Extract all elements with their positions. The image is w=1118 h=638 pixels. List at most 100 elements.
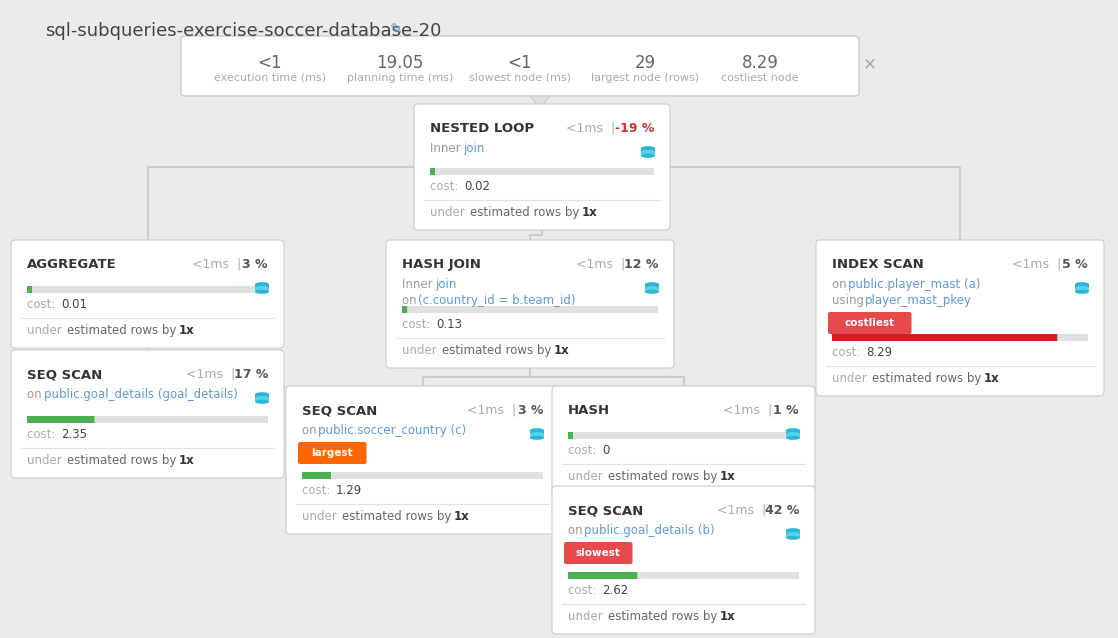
Bar	[255, 398, 269, 402]
Text: 1x: 1x	[179, 324, 195, 337]
FancyBboxPatch shape	[11, 350, 284, 478]
FancyBboxPatch shape	[302, 472, 331, 479]
Text: 2.62: 2.62	[601, 584, 628, 597]
Text: 42 %: 42 %	[765, 504, 799, 517]
FancyBboxPatch shape	[299, 442, 367, 464]
Text: cost:: cost:	[27, 428, 59, 441]
Ellipse shape	[255, 392, 269, 396]
Ellipse shape	[530, 432, 544, 436]
FancyBboxPatch shape	[27, 416, 95, 423]
Text: 1x: 1x	[454, 510, 470, 523]
Ellipse shape	[645, 286, 659, 290]
Ellipse shape	[1076, 290, 1089, 294]
FancyBboxPatch shape	[568, 432, 799, 439]
Text: on: on	[832, 278, 851, 291]
Text: slowest: slowest	[576, 548, 620, 558]
Text: ✎: ✎	[390, 22, 402, 37]
Text: public.soccer_country (c): public.soccer_country (c)	[319, 424, 466, 437]
Text: Inner: Inner	[430, 142, 464, 155]
Text: under: under	[568, 470, 606, 483]
Text: planning time (ms): planning time (ms)	[347, 73, 453, 83]
FancyBboxPatch shape	[568, 432, 574, 439]
Text: join: join	[435, 278, 456, 291]
Text: 2.35: 2.35	[61, 428, 87, 441]
Ellipse shape	[255, 400, 269, 404]
Text: 1.29: 1.29	[337, 484, 362, 497]
Text: estimated rows by: estimated rows by	[608, 610, 721, 623]
FancyBboxPatch shape	[816, 240, 1103, 396]
Text: 3 %: 3 %	[518, 404, 543, 417]
Text: estimated rows by: estimated rows by	[342, 510, 455, 523]
Text: under: under	[302, 510, 341, 523]
Text: cost:: cost:	[832, 346, 864, 359]
Ellipse shape	[1076, 286, 1089, 290]
Ellipse shape	[786, 528, 800, 532]
Bar	[786, 534, 800, 538]
Text: <1ms  |: <1ms |	[717, 504, 774, 517]
Text: ✕: ✕	[863, 55, 877, 73]
FancyBboxPatch shape	[302, 472, 543, 479]
Text: estimated rows by: estimated rows by	[67, 324, 180, 337]
Bar	[645, 284, 659, 288]
Text: 29: 29	[634, 54, 655, 72]
Text: under: under	[568, 610, 606, 623]
Text: sql-subqueries-exercise-soccer-database-20: sql-subqueries-exercise-soccer-database-…	[45, 22, 442, 40]
Text: 1x: 1x	[720, 610, 736, 623]
Text: <1ms  |: <1ms |	[192, 258, 249, 271]
Text: cost:: cost:	[27, 298, 59, 311]
FancyBboxPatch shape	[568, 572, 637, 579]
Bar	[530, 434, 544, 438]
FancyBboxPatch shape	[832, 334, 1058, 341]
Text: 8.29: 8.29	[866, 346, 892, 359]
Text: largest node (rows): largest node (rows)	[591, 73, 699, 83]
Text: HASH: HASH	[568, 404, 610, 417]
FancyBboxPatch shape	[27, 416, 268, 423]
Ellipse shape	[255, 396, 269, 400]
FancyBboxPatch shape	[568, 572, 799, 579]
Text: 1x: 1x	[582, 206, 598, 219]
Text: <1ms  |: <1ms |	[467, 404, 524, 417]
Ellipse shape	[641, 146, 655, 150]
FancyBboxPatch shape	[402, 306, 407, 313]
Text: -19 %: -19 %	[615, 122, 654, 135]
Text: public.goal_details (goal_details): public.goal_details (goal_details)	[44, 388, 237, 401]
Text: 1x: 1x	[179, 454, 195, 467]
Text: estimated rows by: estimated rows by	[872, 372, 985, 385]
Text: <1ms  |: <1ms |	[566, 122, 623, 135]
Ellipse shape	[530, 428, 544, 432]
Ellipse shape	[530, 436, 544, 440]
Ellipse shape	[645, 282, 659, 286]
Text: player_mast_pkey: player_mast_pkey	[865, 294, 972, 307]
Bar	[1076, 288, 1089, 292]
Bar	[786, 434, 800, 438]
Ellipse shape	[786, 536, 800, 540]
FancyBboxPatch shape	[386, 240, 674, 368]
Text: cost:: cost:	[568, 444, 600, 457]
Bar	[786, 430, 800, 434]
Text: on: on	[302, 424, 321, 437]
FancyBboxPatch shape	[181, 36, 859, 96]
Text: <1: <1	[257, 54, 283, 72]
Ellipse shape	[255, 290, 269, 294]
Text: NESTED LOOP: NESTED LOOP	[430, 122, 534, 135]
Text: (c.country_id = b.team_id): (c.country_id = b.team_id)	[418, 294, 576, 307]
Text: on: on	[402, 294, 420, 307]
Text: cost:: cost:	[430, 180, 462, 193]
Text: Inner: Inner	[402, 278, 436, 291]
FancyBboxPatch shape	[286, 386, 559, 534]
Ellipse shape	[786, 432, 800, 436]
Text: largest: largest	[312, 448, 353, 458]
Text: <1ms  |: <1ms |	[186, 368, 244, 381]
Text: SEQ SCAN: SEQ SCAN	[302, 404, 377, 417]
Text: under: under	[832, 372, 871, 385]
Text: costliest node: costliest node	[721, 73, 799, 83]
Bar	[786, 530, 800, 534]
Text: 0: 0	[601, 444, 609, 457]
Ellipse shape	[1076, 282, 1089, 286]
Text: <1ms  |: <1ms |	[576, 258, 633, 271]
Text: <1ms  |: <1ms |	[723, 404, 780, 417]
Text: cost:: cost:	[302, 484, 334, 497]
Text: SEQ SCAN: SEQ SCAN	[27, 368, 102, 381]
Ellipse shape	[255, 282, 269, 286]
Text: estimated rows by: estimated rows by	[470, 206, 584, 219]
